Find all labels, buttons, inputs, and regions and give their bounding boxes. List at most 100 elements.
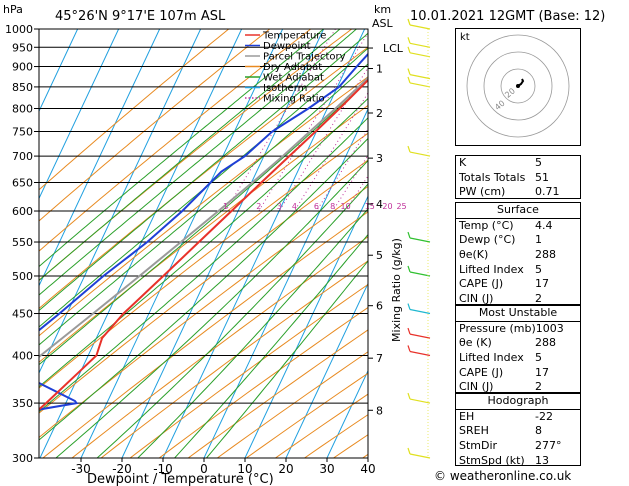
height-tick-label: 5 bbox=[376, 249, 383, 262]
legend-label: Temperature bbox=[262, 31, 326, 42]
wind-barb bbox=[409, 74, 431, 80]
isotherm-line bbox=[244, 195, 368, 458]
isotherm-line bbox=[39, 29, 161, 287]
pressure-tick-label: 1000 bbox=[5, 23, 33, 36]
wind-barb bbox=[409, 42, 431, 48]
isotherm-line bbox=[285, 282, 368, 458]
wind-barb-flag bbox=[407, 18, 411, 26]
x-tick-label: -20 bbox=[112, 462, 132, 476]
legend-label: Dry Adiabat bbox=[263, 62, 322, 73]
pressure-tick-label: 400 bbox=[12, 349, 33, 362]
km-label: km bbox=[374, 3, 391, 16]
x-axis-title: Dewpoint / Temperature (°C) bbox=[87, 472, 274, 486]
surface-row: θe(K) 288 bbox=[459, 248, 556, 262]
mixing-ratio-label: 10 bbox=[341, 202, 351, 211]
pressure-tick-label: 800 bbox=[12, 103, 33, 116]
mixing-ratio-labels: 1 2 3 4 6 8 10 15 20 25 bbox=[223, 202, 407, 211]
mixing-ratio-label: 6 bbox=[314, 202, 319, 211]
surface-row: Lifted Index 5 bbox=[459, 262, 542, 276]
wet-adiabat-line bbox=[39, 137, 368, 441]
wet-adiabat-line bbox=[174, 233, 368, 458]
pressure-tick-label: 750 bbox=[12, 126, 33, 139]
height-tick-label: 1 bbox=[376, 63, 383, 76]
legend-label: Wet Adiabat bbox=[263, 73, 324, 84]
wind-barb-flag bbox=[407, 68, 411, 75]
wind-barb-flag bbox=[407, 327, 411, 335]
pressure-tick-label: 850 bbox=[12, 81, 33, 94]
index-row: Totals Totals 51 bbox=[459, 170, 549, 184]
hodograph-row: SREH 8 bbox=[459, 424, 542, 438]
dry-adiabat-line bbox=[71, 236, 368, 458]
x-tick-label: -10 bbox=[153, 462, 173, 476]
mixing-ratio-label: 3 bbox=[277, 202, 282, 211]
x-tick-label: 10 bbox=[237, 462, 252, 476]
legend-label: Dewpoint bbox=[263, 41, 311, 52]
surface-table: Surface Temp (°C) 4.4 Dewp (°C) 1 θe(K) 288… bbox=[455, 202, 581, 305]
pressure-tick-label: 950 bbox=[12, 41, 33, 54]
wind-barb bbox=[409, 52, 431, 58]
height-tick-label: LCL bbox=[383, 42, 404, 55]
surface-row: CIN (J) 2 bbox=[459, 292, 542, 306]
mixing-ratio-line bbox=[332, 154, 368, 212]
wind-barb-flag bbox=[407, 265, 411, 273]
wind-barb bbox=[409, 151, 431, 157]
x-tick-label: 40 bbox=[360, 462, 375, 476]
mixing-ratio-axis-title: Mixing Ratio (g/kg) bbox=[390, 238, 403, 342]
legend-label: Parcel Trajectory bbox=[263, 52, 346, 63]
most-unstable-row: Pressure (mb) 1003 bbox=[456, 320, 580, 337]
profile-lines bbox=[39, 52, 368, 411]
pressure-tick-label: 300 bbox=[12, 452, 33, 465]
hodograph-table: Hodograph EH -22 SREH 8 StmDir 277° StmSpd … bbox=[455, 393, 581, 467]
index-row: PW (cm) 0.71 bbox=[459, 185, 560, 199]
dry-adiabat-line bbox=[39, 104, 368, 363]
wind-barb-flag bbox=[407, 392, 411, 400]
asl-label: ASL bbox=[372, 17, 394, 30]
wind-barb bbox=[409, 453, 431, 459]
most-unstable-row: θe (K) 288 bbox=[459, 336, 556, 350]
wind-barb-flag bbox=[407, 447, 411, 455]
pressure-tick-label: 450 bbox=[12, 308, 33, 321]
isotherm-line bbox=[80, 29, 284, 458]
hodograph-ring-label: 40 bbox=[493, 99, 507, 112]
mixing-ratio-label: 1 bbox=[223, 202, 228, 211]
hodograph-panel: kt 20 40 bbox=[455, 28, 581, 146]
pressure-axis: 300 350 400 450 500 550 600 650 700 750 800 850 900 9… bbox=[5, 23, 39, 465]
pressure-tick-label: 900 bbox=[12, 61, 33, 74]
isotherm-line bbox=[203, 107, 368, 458]
pressure-tick-label: 600 bbox=[12, 205, 33, 218]
wind-barb bbox=[409, 350, 431, 357]
pressure-tick-label: 650 bbox=[12, 176, 33, 189]
legend-label: Isotherm bbox=[263, 83, 307, 94]
hodograph-row: StmDir 277° bbox=[459, 439, 562, 453]
hodograph-ring bbox=[483, 51, 553, 121]
mixing-ratio-line bbox=[258, 31, 368, 212]
profile-dewpoint bbox=[39, 52, 368, 411]
wind-barb bbox=[409, 308, 431, 315]
dry-adiabat-line bbox=[187, 329, 368, 458]
wind-barb-flag bbox=[407, 303, 411, 310]
mixing-ratio-label: 2 bbox=[256, 202, 261, 211]
height-tick-label: 8 bbox=[376, 404, 383, 417]
wet-adiabat-line bbox=[39, 117, 368, 413]
height-tick-label: 6 bbox=[376, 300, 383, 313]
most-unstable-table: Most Unstable Pressure (mb) 1003 θe (K) 28… bbox=[455, 305, 581, 393]
wind-barb-flag bbox=[407, 345, 411, 352]
hodograph-trace bbox=[517, 78, 525, 87]
wind-barb-flag bbox=[407, 37, 411, 44]
height-tick-label: 3 bbox=[376, 152, 383, 165]
height-tick-label: 7 bbox=[376, 352, 383, 365]
hodograph-row: StmSpd (kt) 13 bbox=[459, 453, 549, 467]
most-unstable-row: Lifted Index 5 bbox=[459, 351, 542, 365]
dry-adiabat-line bbox=[39, 132, 368, 389]
profile-temperature bbox=[39, 78, 368, 411]
most-unstable-row: CIN (J) 2 bbox=[459, 380, 542, 394]
dry-adiabat-line bbox=[129, 283, 368, 458]
wind-barb bbox=[409, 398, 431, 404]
hodograph-ring bbox=[500, 68, 536, 104]
surface-row: Temp (°C) 4.4 bbox=[456, 217, 580, 234]
mixing-ratio-label: 25 bbox=[396, 202, 406, 211]
